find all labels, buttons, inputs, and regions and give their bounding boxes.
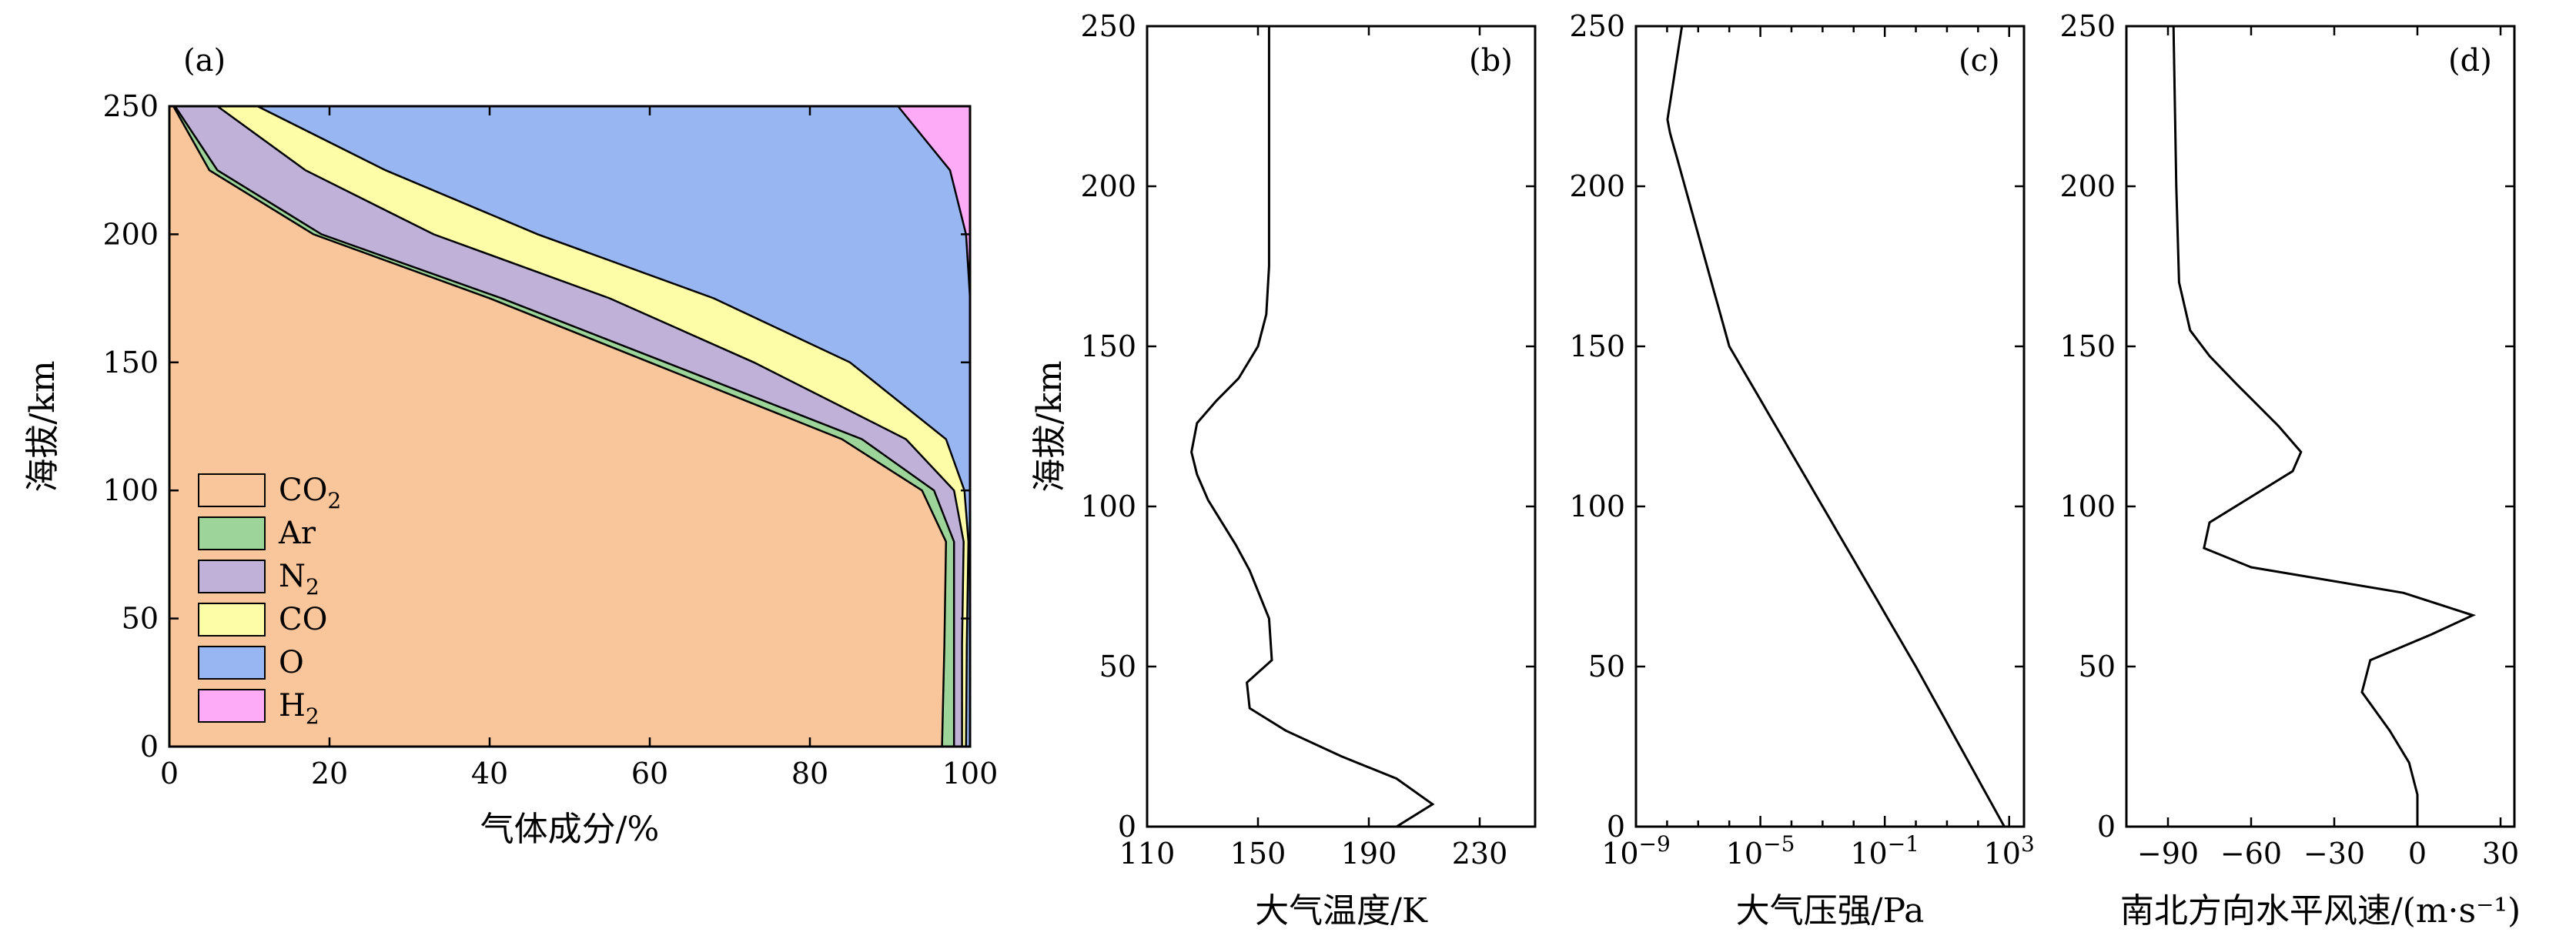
- legend-item-h2: H2: [198, 688, 319, 729]
- wind-profile-line: [2172, 25, 2477, 827]
- c-y-tick-label: 250: [1569, 9, 1625, 43]
- a-y-axis-title: 海拔/km: [23, 360, 62, 492]
- c-x-axis-title: 大气压强/Pa: [1736, 891, 1925, 931]
- b-y-tick-label: 150: [1080, 329, 1136, 363]
- d-plot-frame: [2125, 25, 2516, 828]
- a-x-tick-label: 100: [942, 757, 999, 790]
- svg-text:N2: N2: [279, 559, 319, 600]
- b-y-axis-title: 海拔/km: [1030, 360, 1069, 492]
- d-x-tick-label: −30: [2303, 837, 2365, 870]
- a-y-tick-label: 50: [122, 602, 159, 636]
- c-y-tick-label: 0: [1607, 810, 1625, 844]
- b-y-tick-label: 50: [1099, 650, 1136, 683]
- b-plot-frame: [1146, 25, 1537, 828]
- c-y-tick-label: 150: [1569, 329, 1625, 363]
- c-plot-frame: [1634, 25, 2026, 828]
- area-o: [257, 106, 970, 747]
- svg-text:Ar: Ar: [278, 516, 316, 551]
- svg-text:CO: CO: [279, 602, 327, 637]
- d-y-tick-label: 50: [2079, 650, 2116, 683]
- a-y-tick-label: 100: [102, 473, 159, 507]
- d-panel-tag: (d): [2448, 43, 2492, 79]
- b-y-tick-label: 0: [1118, 810, 1136, 844]
- b-x-tick-label: 230: [1452, 837, 1508, 870]
- boundary-co: [256, 105, 970, 747]
- c-x-tick-label: 10−1: [1850, 831, 1919, 870]
- legend-item-co2: CO2: [198, 473, 341, 513]
- a-axis-ticks: 0 20 40 60 80 100 0 50 100 150 200 250: [102, 89, 998, 790]
- b-line-layer: [1190, 26, 1435, 828]
- d-y-tick-label: 250: [2059, 9, 2116, 43]
- c-y-tick-label: 100: [1569, 490, 1625, 523]
- a-panel-tag: (a): [183, 43, 226, 79]
- legend-item-co: CO: [198, 602, 327, 637]
- panel-b-temperature-chart: 110 150 190 230 0 50 100 150 200 250 (b) 大气温度/K 海…: [1030, 9, 1537, 931]
- a-x-tick-label: 80: [791, 757, 828, 790]
- area-h2: [898, 106, 970, 747]
- a-stacked-areas: [169, 106, 970, 747]
- d-y-tick-label: 150: [2059, 329, 2116, 363]
- b-x-tick-label: 110: [1119, 837, 1176, 870]
- boundary-co2: [172, 105, 948, 747]
- b-x-tick-label: 190: [1341, 837, 1397, 870]
- d-x-tick-label: 0: [2408, 837, 2427, 870]
- boundary-ar: [174, 105, 955, 747]
- a-x-tick-label: 60: [631, 757, 668, 790]
- a-y-tick-label: 0: [140, 730, 159, 764]
- svg-text:CO2: CO2: [279, 473, 341, 513]
- legend-item-n2: N2: [198, 559, 319, 600]
- b-x-tick-label: 150: [1230, 837, 1286, 870]
- b-x-axis-title: 大气温度/K: [1255, 891, 1428, 931]
- c-x-tick-label: 10−5: [1726, 831, 1795, 870]
- a-plot-frame: [168, 105, 972, 748]
- a-y-tick-label: 150: [102, 346, 159, 379]
- b-y-tick-label: 100: [1080, 490, 1136, 523]
- legend-item-o: O: [198, 645, 304, 680]
- c-x-tick-label: 10−9: [1601, 831, 1671, 870]
- c-y-tick-label: 200: [1569, 169, 1625, 203]
- c-y-tick-label: 50: [1588, 650, 1625, 683]
- c-x-tick-label: 103: [1984, 831, 2035, 870]
- d-x-tick-label: −60: [2220, 837, 2282, 870]
- c-panel-tag: (c): [1959, 43, 2000, 79]
- c-axis-ticks: 10−9 10−5 10−1 103 0 50 100 150 200 250: [1569, 9, 2034, 870]
- a-boundary-lines: [172, 105, 972, 747]
- a-x-tick-label: 20: [311, 757, 348, 790]
- b-y-tick-label: 250: [1080, 9, 1136, 43]
- d-x-tick-label: 30: [2482, 837, 2519, 870]
- a-y-tick-label: 200: [102, 217, 159, 251]
- d-axis-ticks: −90 −60 −30 0 30 0 50 100 150 200 250: [2059, 9, 2519, 870]
- panel-a-area-chart: 0 20 40 60 80 100 0 50 100 150 200 250 (a) 气体成分/% 海…: [23, 43, 998, 849]
- d-y-tick-label: 100: [2059, 490, 2116, 523]
- d-line-layer: [2172, 25, 2477, 827]
- boundary-n2: [216, 105, 965, 747]
- a-x-tick-label: 0: [160, 757, 179, 790]
- b-panel-tag: (b): [1469, 43, 1513, 79]
- d-x-tick-label: −90: [2137, 837, 2199, 870]
- svg-text:O: O: [279, 645, 304, 680]
- d-x-axis-title: 南北方向水平风速/(m·s⁻¹): [2120, 891, 2521, 931]
- legend-item-ar: Ar: [198, 516, 316, 551]
- area-n2: [175, 106, 964, 747]
- b-axis-ticks: 110 150 190 230 0 50 100 150 200 250: [1080, 9, 1535, 870]
- a-legend: CO2 Ar N2 CO O H2: [198, 473, 341, 729]
- temperature-profile-line: [1190, 26, 1435, 828]
- a-x-tick-label: 40: [471, 757, 508, 790]
- a-y-tick-label: 250: [102, 89, 159, 123]
- svg-text:H2: H2: [279, 688, 319, 729]
- d-y-tick-label: 0: [2097, 810, 2116, 844]
- pressure-profile-line: [1666, 25, 2006, 827]
- a-x-axis-title: 气体成分/%: [480, 810, 660, 849]
- c-line-layer: [1666, 25, 2006, 827]
- b-y-tick-label: 200: [1080, 169, 1136, 203]
- d-y-tick-label: 200: [2059, 169, 2116, 203]
- area-co2: [169, 106, 946, 747]
- panel-d-wind-chart: −90 −60 −30 0 30 0 50 100 150 200 250 (d) 南北方向水平风速…: [2059, 9, 2521, 931]
- panel-c-pressure-chart: 10−9 10−5 10−1 103 0 50 100 150 200 250 (c) 大气压强/…: [1569, 9, 2034, 931]
